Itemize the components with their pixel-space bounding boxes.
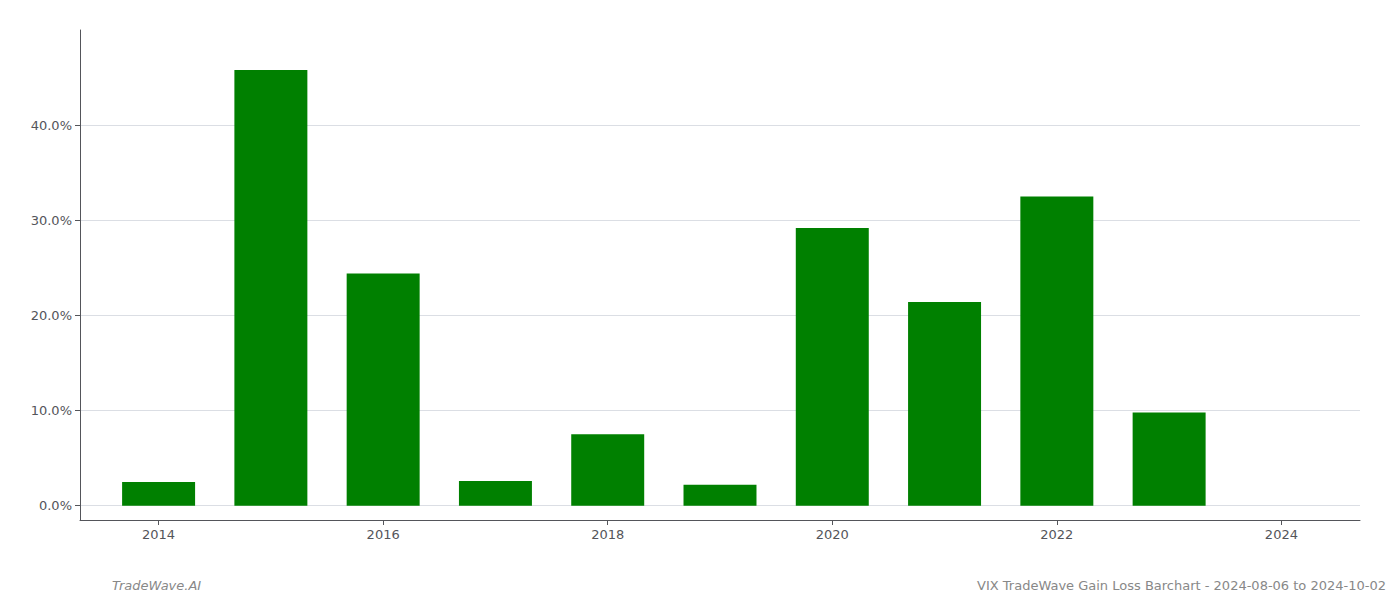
svg-text:2022: 2022: [1040, 527, 1073, 542]
svg-text:TradeWave.AI: TradeWave.AI: [112, 578, 201, 593]
svg-text:2014: 2014: [142, 527, 175, 542]
svg-text:VIX TradeWave Gain Loss Barcha: VIX TradeWave Gain Loss Barchart - 2024-…: [977, 578, 1386, 593]
svg-text:40.0%: 40.0%: [31, 118, 72, 133]
svg-text:2018: 2018: [591, 527, 624, 542]
svg-text:10.0%: 10.0%: [31, 403, 72, 418]
svg-text:0.0%: 0.0%: [39, 498, 72, 513]
svg-text:2024: 2024: [1265, 527, 1298, 542]
svg-text:2020: 2020: [816, 527, 849, 542]
svg-text:20.0%: 20.0%: [31, 308, 72, 323]
svg-text:30.0%: 30.0%: [31, 213, 72, 228]
svg-text:2016: 2016: [367, 527, 400, 542]
